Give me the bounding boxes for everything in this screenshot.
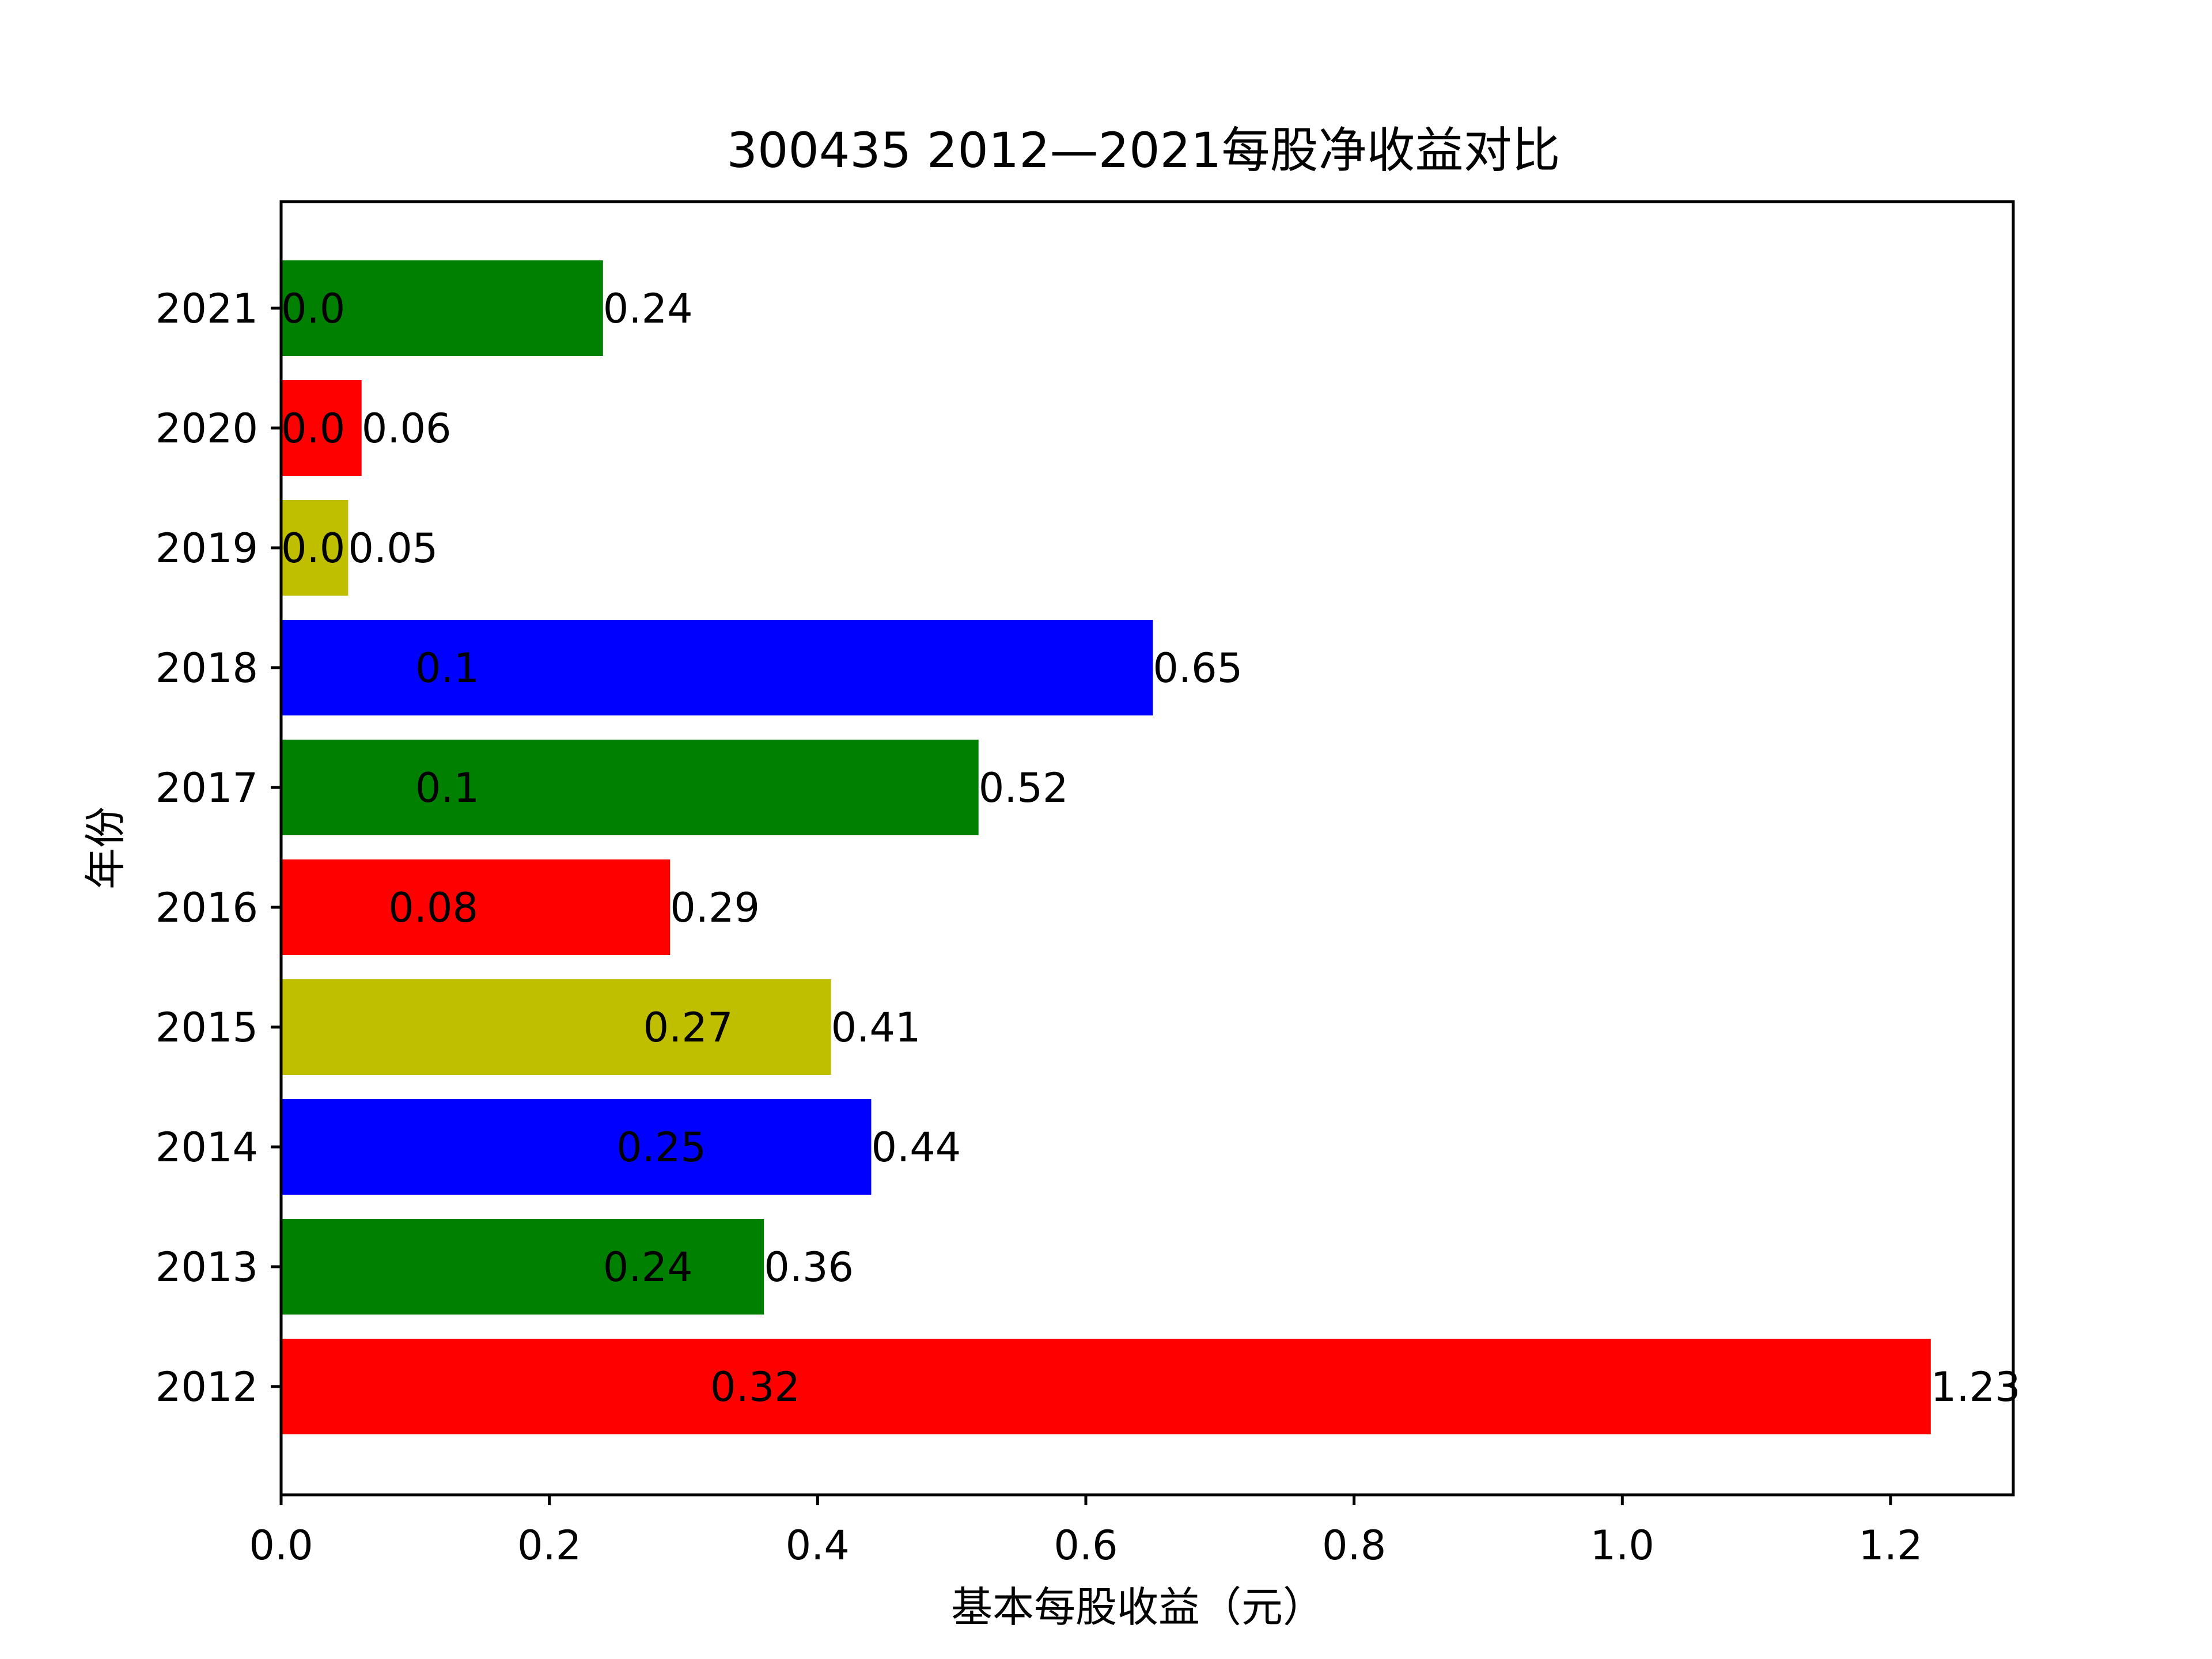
x-tick-label-4: 0.8	[1322, 1522, 1386, 1569]
bars-group	[281, 260, 1931, 1434]
x-axis-ticks: 0.0 0.2 0.4 0.6 0.8 1.0 1.2	[249, 1495, 1923, 1569]
y-tick-label-2013: 2013	[156, 1244, 258, 1291]
x-tick-label-6: 1.2	[1858, 1522, 1922, 1569]
bar-inner-label-2013: 0.24	[603, 1244, 693, 1291]
bar-inner-label-2019: 0.0	[281, 525, 345, 572]
bar-inner-label-2016: 0.08	[388, 884, 478, 931]
bar-inner-label-2015: 0.27	[643, 1004, 733, 1051]
bar-value-label-2021: 0.24	[603, 285, 693, 332]
bar-2017	[281, 740, 979, 835]
bar-inner-label-2020: 0.0	[281, 405, 345, 452]
bar-value-label-2016: 0.29	[670, 884, 760, 931]
y-tick-label-2019: 2019	[156, 525, 258, 572]
bar-inner-label-2021: 0.0	[281, 285, 345, 332]
x-tick-label-3: 0.6	[1054, 1522, 1118, 1569]
y-tick-label-2012: 2012	[156, 1363, 258, 1411]
x-tick-label-2: 0.4	[786, 1522, 850, 1569]
bar-2021	[281, 260, 603, 356]
bar-2018	[281, 620, 1153, 715]
bar-2015	[281, 979, 831, 1075]
x-tick-label-0: 0.0	[249, 1522, 313, 1569]
chart-title: 300435 2012—2021每股净收益对比	[727, 122, 1560, 179]
bar-2013	[281, 1219, 764, 1315]
bar-inner-label-2012: 0.32	[710, 1363, 800, 1411]
y-tick-label-2016: 2016	[156, 884, 258, 931]
x-tick-label-5: 1.0	[1590, 1522, 1654, 1569]
bar-2014	[281, 1099, 872, 1195]
y-tick-label-2021: 2021	[156, 285, 258, 332]
bar-value-label-2019: 0.05	[348, 525, 438, 572]
bar-2019	[281, 500, 349, 596]
bar-value-label-2012: 1.23	[1931, 1363, 2021, 1411]
inner-labels-group: 0.32 0.24 0.25 0.27 0.08 0.1 0.1 0.0 0.0 0.0	[281, 285, 800, 1411]
plot-frame	[279, 200, 2015, 1497]
bar-value-label-2014: 0.44	[871, 1124, 961, 1171]
bar-2020	[281, 380, 362, 476]
bar-2016	[281, 859, 671, 955]
bar-value-label-2013: 0.36	[764, 1244, 854, 1291]
x-tick-label-1: 0.2	[517, 1522, 581, 1569]
y-tick-label-2014: 2014	[156, 1124, 258, 1171]
y-axis-label: 年份	[81, 806, 130, 889]
bar-value-label-2020: 0.06	[362, 405, 452, 452]
y-tick-label-2020: 2020	[156, 405, 258, 452]
bar-value-label-2017: 0.52	[979, 764, 1069, 812]
bar-inner-label-2018: 0.1	[415, 645, 479, 692]
bar-inner-label-2014: 0.25	[616, 1124, 706, 1171]
bar-value-label-2015: 0.41	[831, 1004, 921, 1051]
x-axis-label: 基本每股收益（元）	[951, 1583, 1324, 1631]
y-axis-ticks: 2012 2013 2014 2015 2016 2017 2018 2019 2020 2021	[156, 285, 281, 1411]
y-tick-label-2015: 2015	[156, 1004, 258, 1051]
y-tick-label-2017: 2017	[156, 764, 258, 812]
bar-value-label-2018: 0.65	[1153, 645, 1243, 692]
bar-inner-label-2017: 0.1	[415, 764, 479, 812]
bar-2012	[281, 1339, 1931, 1434]
value-labels-group: 1.23 0.36 0.44 0.41 0.29 0.52 0.65 0.05 0.06 0.24	[348, 285, 2020, 1411]
y-tick-label-2018: 2018	[156, 645, 258, 692]
